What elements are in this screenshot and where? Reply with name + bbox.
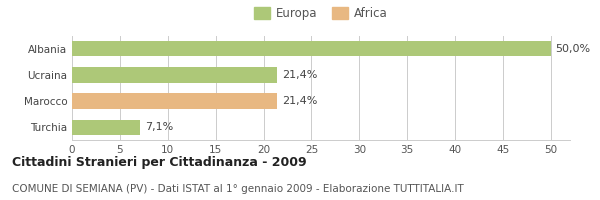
Legend: Europa, Africa: Europa, Africa bbox=[249, 2, 393, 25]
Bar bbox=[72, 93, 277, 109]
Text: Cittadini Stranieri per Cittadinanza - 2009: Cittadini Stranieri per Cittadinanza - 2… bbox=[12, 156, 307, 169]
Bar bbox=[72, 120, 140, 135]
Bar bbox=[72, 67, 277, 83]
Text: 7,1%: 7,1% bbox=[145, 122, 173, 132]
Bar bbox=[72, 41, 551, 56]
Text: COMUNE DI SEMIANA (PV) - Dati ISTAT al 1° gennaio 2009 - Elaborazione TUTTITALIA: COMUNE DI SEMIANA (PV) - Dati ISTAT al 1… bbox=[12, 184, 464, 194]
Text: 21,4%: 21,4% bbox=[282, 70, 317, 80]
Text: 21,4%: 21,4% bbox=[282, 96, 317, 106]
Text: 50,0%: 50,0% bbox=[556, 44, 591, 54]
